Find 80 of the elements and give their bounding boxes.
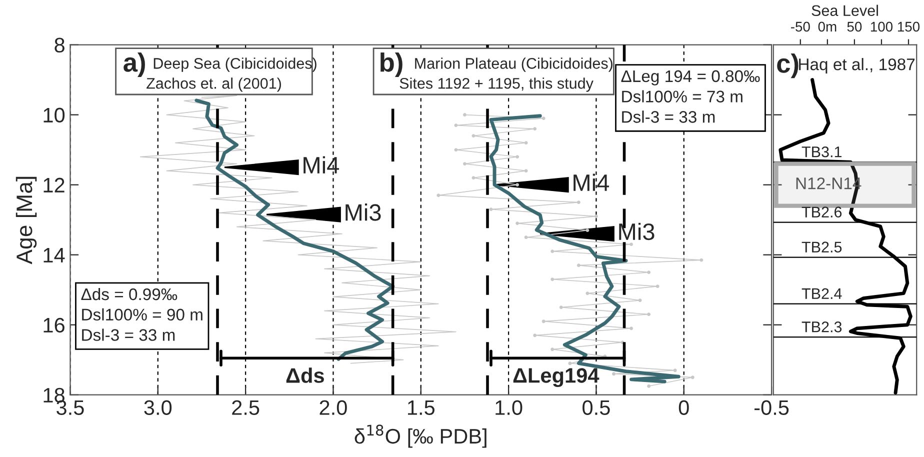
point [594,214,598,218]
point [630,242,634,246]
y-tick-label: 12 [44,178,64,192]
point [576,200,580,204]
point [516,183,520,187]
annotation: Mi4 [574,174,610,191]
x-tick-label: 2.0 [320,400,347,416]
ref-line-label: TB2.5 [802,242,842,253]
point [524,169,528,173]
annotation: c) [777,53,798,78]
point [542,116,546,120]
x-axis-title: Sea Level [812,4,878,16]
y-tick-label: 16 [44,318,64,333]
point [472,176,476,180]
x-tick-label: 3.0 [144,400,172,416]
x-tick-label: -0.5 [754,400,789,416]
y-tick-label: 10 [44,108,65,123]
annotation: Δds = 0.99‰ Dsl100% = 90 m Dsl-3 = 33 m [81,288,202,341]
point [638,298,642,302]
point [700,258,704,262]
point [673,368,677,372]
point [647,384,651,388]
point [542,320,546,324]
point [489,208,493,212]
point [524,141,528,145]
y-tick-label: 14 [44,248,65,262]
x-tick-label: 2.5 [232,400,260,416]
x-tick-label: 1.5 [408,400,434,416]
x-tick-label: 0.5 [582,400,610,416]
point [516,222,520,226]
point [559,306,563,310]
point [436,194,440,198]
annotation: Mi4 [304,156,340,174]
x-tick-label: 0m [818,22,836,32]
y-tick-label: 8 [54,38,64,53]
x-tick-label: 100 [870,22,893,32]
point [524,236,528,240]
point [568,362,572,366]
point [516,155,520,159]
point [586,292,590,296]
x-tick-label: 50 [847,22,862,32]
point [550,250,554,254]
point [550,348,554,352]
annotation: Haq et al., 1987 [799,58,915,74]
ref-line-label: TB2.3 [802,322,842,332]
point [612,372,616,376]
x-axis-title: δ$^{18}$O [‰ PDB] [354,424,486,448]
point [550,278,554,282]
annotation: Δds [286,368,324,383]
annotation: Zachos et. al (2001) [146,78,281,92]
point [656,284,660,288]
point [586,228,590,232]
annotation: ΔLeg194 [513,368,600,388]
point [630,326,634,330]
point [690,376,694,380]
point [533,334,537,338]
x-tick-label: 1.0 [496,400,522,416]
annotation: Sites 1192 + 1195, this study [400,78,594,92]
annotation: ΔLeg 194 = 0.80‰ Dsl100% = 73 m Dsl-3 = 33 m [621,70,760,123]
annotation: Mi3 [619,222,654,240]
ref-line-label: TB2.4 [802,288,842,299]
point [462,162,466,166]
annotation: b) [380,52,402,78]
y-axis-title: Age [Ma] [16,176,37,264]
point [462,113,466,117]
annotation: a) [124,52,145,78]
ref-line-label: TB3.1 [802,146,842,158]
point [533,127,537,131]
point [576,264,580,268]
annotation: Marion Plateau (Cibicidoides) [415,58,612,72]
annotation: Mi3 [346,204,381,221]
x-tick-label: -50 [790,22,810,32]
ref-line-label: TB2.6 [802,206,842,218]
x-tick-label: 150 [898,22,920,32]
x-tick-label: 0 [678,400,689,416]
point [647,270,651,274]
point [454,148,458,152]
point [647,312,651,316]
point [454,124,458,128]
point [472,134,476,138]
